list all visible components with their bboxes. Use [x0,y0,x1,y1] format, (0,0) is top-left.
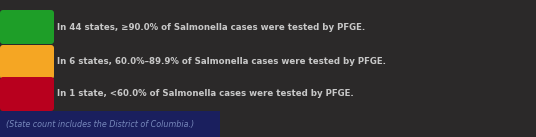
FancyBboxPatch shape [0,10,54,44]
FancyBboxPatch shape [0,45,54,79]
Text: (State count includes the District of Columbia.): (State count includes the District of Co… [6,119,194,129]
Bar [0,111,220,137]
Text: In 6 states, 60.0%–89.9% of Salmonella cases were tested by PFGE.: In 6 states, 60.0%–89.9% of Salmonella c… [57,58,386,66]
FancyBboxPatch shape [0,77,54,111]
Text: In 44 states, ≥90.0% of Salmonella cases were tested by PFGE.: In 44 states, ≥90.0% of Salmonella cases… [57,22,365,32]
Text: In 1 state, <60.0% of Salmonella cases were tested by PFGE.: In 1 state, <60.0% of Salmonella cases w… [57,89,354,99]
